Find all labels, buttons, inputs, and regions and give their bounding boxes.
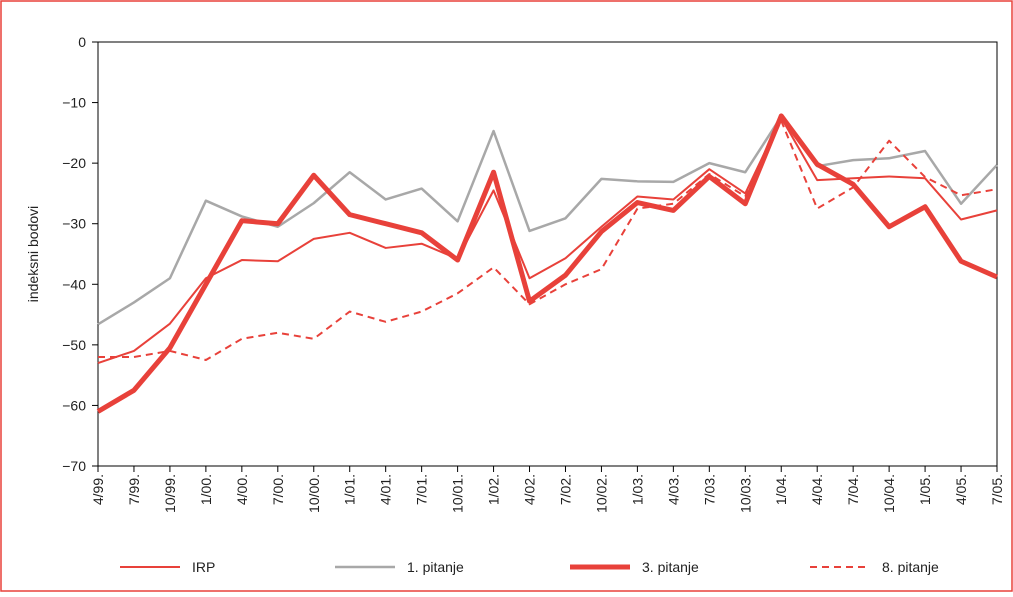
x-tick-label: 1/03. — [629, 474, 645, 505]
legend-label: IRP — [192, 559, 215, 575]
x-tick-label: 4/05. — [953, 474, 969, 505]
x-tick-label: 1/00. — [198, 474, 214, 505]
y-tick-label: −60 — [62, 397, 86, 413]
x-tick-label: 10/03. — [737, 474, 753, 513]
y-tick-label: −30 — [62, 216, 86, 232]
y-tick-label: −50 — [62, 337, 86, 353]
y-axis-label: indeksni bodovi — [25, 206, 41, 303]
x-tick-label: 4/04. — [809, 474, 825, 505]
y-tick-label: 0 — [78, 34, 86, 50]
plot-area — [97, 41, 998, 467]
x-tick-label: 1/04. — [773, 474, 789, 505]
legend-label: 3. pitanje — [642, 559, 699, 575]
x-tick-label: 7/05. — [989, 474, 1005, 505]
series-line — [97, 115, 998, 326]
x-tick-label: 4/00. — [234, 474, 250, 505]
x-tick-label: 7/04. — [845, 474, 861, 505]
x-tick-label: 7/99. — [126, 474, 142, 505]
x-tick-label: 10/01. — [450, 474, 466, 513]
y-tick-label: −20 — [62, 155, 86, 171]
x-tick-label: 4/01. — [378, 474, 394, 505]
x-tick-label: 7/01. — [414, 474, 430, 505]
legend-label: 1. pitanje — [407, 559, 464, 575]
x-tick-label: 4/03. — [665, 474, 681, 505]
x-tick-label: 10/00. — [306, 474, 322, 513]
x-tick-label: 7/00. — [270, 474, 286, 505]
x-tick-label: 1/05. — [917, 474, 933, 505]
x-tick-label: 4/02. — [522, 474, 538, 505]
x-tick-label: 1/01. — [342, 474, 358, 505]
legend-label: 8. pitanje — [882, 559, 939, 575]
x-tick-label: 1/02. — [486, 474, 502, 505]
y-tick-label: −70 — [62, 458, 86, 474]
y-tick-label: −10 — [62, 95, 86, 111]
x-tick-label: 4/99. — [90, 474, 106, 505]
series-line — [96, 113, 999, 414]
x-tick-label: 10/02. — [593, 474, 609, 513]
x-tick-label: 10/04. — [881, 474, 897, 513]
series-line — [98, 119, 998, 361]
x-tick-label: 10/99. — [162, 474, 178, 513]
x-tick-label: 7/03. — [701, 474, 717, 505]
y-tick-label: −40 — [62, 276, 86, 292]
x-tick-label: 7/02. — [557, 474, 573, 505]
